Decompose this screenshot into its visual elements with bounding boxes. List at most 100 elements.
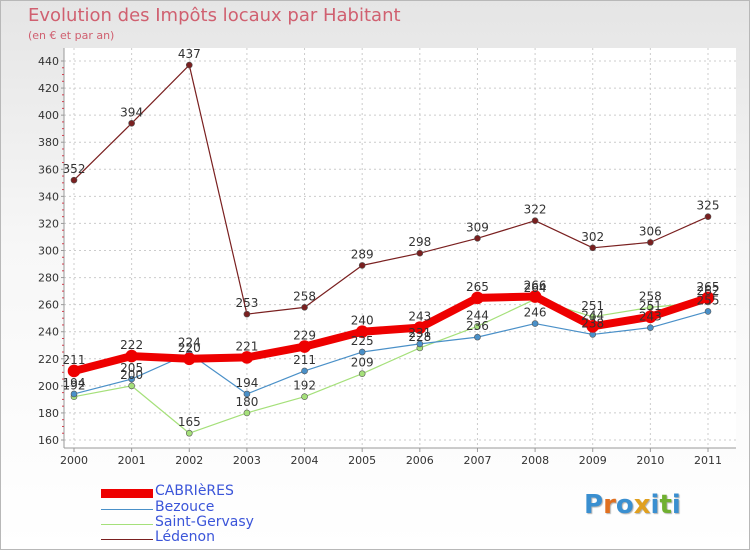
y-tick-label: 280 (38, 272, 59, 285)
legend-swatch-ledenon (101, 539, 153, 540)
x-tick-label: 2011 (694, 454, 722, 467)
y-tick-label: 380 (38, 136, 59, 149)
data-label-l-denon: 437 (178, 47, 201, 61)
data-point-saint-gervasy (185, 429, 193, 437)
legend-swatch-cabrieres (101, 489, 153, 498)
series-line-saint-gervasy (73, 298, 709, 434)
y-tick-label: 160 (38, 434, 59, 447)
y-tick-label: 320 (38, 217, 59, 230)
data-label-cabri-res: 221 (235, 339, 258, 353)
series-line-l-denon (73, 64, 709, 315)
data-point-cabri-res (701, 291, 715, 305)
plot-area (64, 48, 736, 448)
data-label-bezouce: 255 (697, 293, 720, 307)
data-label-l-denon: 302 (581, 230, 604, 244)
y-tick-label: 180 (38, 407, 59, 420)
data-point-bezouce (474, 333, 481, 341)
data-label-bezouce: 194 (63, 376, 86, 390)
data-label-bezouce: 224 (178, 335, 201, 349)
legend-item-ledenon: Lédenon (101, 529, 361, 547)
data-point-bezouce (243, 390, 251, 398)
data-point-cabri-res (644, 310, 657, 324)
legend-label-bezouce: Bezouce (155, 499, 215, 515)
data-point-l-denon (704, 213, 712, 220)
chart-subtitle: (en € et par an) (28, 29, 115, 42)
series-line-cabri-res (70, 292, 712, 375)
data-label-saint-gervasy: 244 (466, 308, 489, 322)
data-label-l-denon: 289 (351, 247, 374, 261)
y-tick-label: 220 (38, 353, 59, 366)
y-tick-label: 200 (38, 380, 59, 393)
data-point-cabri-res (67, 364, 81, 378)
data-point-bezouce (416, 340, 424, 348)
y-tick-label: 440 (38, 55, 59, 68)
logo-letter: P (584, 490, 604, 520)
legend-item-saint-gervasy: Saint-Gervasy (101, 514, 361, 532)
data-point-saint-gervasy (243, 409, 251, 417)
data-point-bezouce (531, 320, 539, 327)
data-point-bezouce (70, 390, 78, 398)
data-point-saint-gervasy (474, 322, 481, 330)
data-label-cabri-res: 240 (351, 314, 374, 328)
legend-item-bezouce: Bezouce (101, 499, 361, 517)
data-point-cabri-res (125, 349, 138, 363)
data-label-saint-gervasy: 262 (697, 284, 720, 298)
x-tick-label: 2006 (406, 454, 434, 467)
data-label-cabri-res: 251 (639, 299, 662, 313)
x-tick-label: 2007 (463, 454, 491, 467)
data-point-bezouce (128, 375, 135, 383)
legend-swatch-saint-gervasy (101, 524, 153, 525)
data-label-cabri-res: 265 (466, 280, 489, 294)
legend-label-ledenon: Lédenon (155, 529, 215, 545)
logo-letter: i (671, 490, 681, 520)
data-label-l-denon: 322 (524, 203, 547, 217)
y-tick-label: 400 (38, 109, 59, 122)
data-point-l-denon (474, 235, 481, 242)
data-label-saint-gervasy: 209 (351, 356, 374, 370)
data-point-bezouce (358, 348, 366, 356)
data-point-l-denon (70, 176, 78, 184)
data-label-bezouce: 211 (293, 353, 316, 367)
data-point-cabri-res (240, 351, 254, 364)
data-point-saint-gervasy (647, 304, 654, 311)
logo-letter: o (615, 490, 634, 520)
data-point-saint-gervasy (589, 313, 597, 321)
data-label-saint-gervasy: 180 (235, 395, 258, 409)
data-point-cabri-res (586, 319, 600, 333)
data-label-saint-gervasy: 192 (63, 379, 86, 393)
x-tick-label: 2004 (291, 454, 319, 467)
data-point-l-denon (589, 244, 597, 252)
data-point-saint-gervasy (358, 370, 366, 377)
data-label-bezouce: 205 (120, 361, 143, 375)
data-label-cabri-res: 243 (408, 310, 431, 324)
chart-title: Evolution des Impôts locaux par Habitant (28, 5, 401, 26)
data-label-l-denon: 325 (697, 199, 720, 213)
x-tick-label: 2008 (521, 454, 549, 467)
data-point-cabri-res (528, 290, 542, 303)
data-point-saint-gervasy (301, 393, 308, 400)
legend-label-saint-gervasy: Saint-Gervasy (155, 514, 254, 530)
data-label-cabri-res: 220 (178, 341, 201, 355)
data-point-l-denon (647, 239, 654, 246)
y-tick-label: 360 (38, 163, 59, 176)
data-label-bezouce: 238 (581, 316, 604, 330)
data-point-l-denon (185, 61, 193, 69)
data-label-cabri-res: 211 (63, 353, 86, 367)
x-tick-label: 2000 (60, 454, 88, 467)
data-label-l-denon: 309 (466, 220, 489, 234)
data-label-cabri-res: 229 (293, 329, 316, 343)
proxiti-logo: Proxiti (584, 490, 681, 520)
data-label-cabri-res: 265 (697, 280, 720, 294)
data-label-saint-gervasy: 251 (581, 299, 604, 313)
data-label-cabri-res: 266 (524, 279, 547, 293)
data-label-bezouce: 231 (408, 326, 431, 340)
data-point-cabri-res (413, 321, 427, 334)
data-point-cabri-res (182, 352, 196, 366)
data-label-l-denon: 298 (408, 235, 431, 249)
data-point-l-denon (531, 217, 539, 225)
data-label-saint-gervasy: 200 (120, 368, 143, 382)
data-label-saint-gervasy: 192 (293, 379, 316, 393)
data-label-cabri-res: 244 (581, 308, 604, 322)
logo-letter: i (650, 490, 660, 520)
